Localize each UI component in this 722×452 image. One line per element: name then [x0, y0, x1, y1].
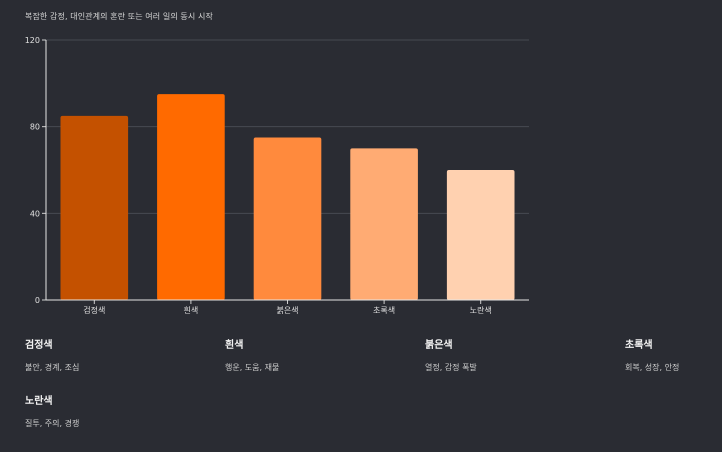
legend-color-name: 검정색 [25, 340, 53, 351]
bar-4 [350, 148, 418, 300]
legend-color-meaning: 열정, 감정 폭발 [425, 363, 477, 372]
x-tick-label: 흰색 [184, 305, 199, 315]
y-tick-label: 80 [30, 123, 40, 132]
legend-color-meaning: 회복, 성장, 안정 [625, 363, 680, 372]
x-tick-labels: 검정색 흰색 붉은색 초록색 노란색 [83, 305, 491, 315]
legend-color-meaning: 불안, 경계, 조심 [25, 363, 80, 372]
legend-color-name: 노란색 [25, 396, 53, 407]
bar-2 [157, 94, 225, 301]
y-tick-label: 120 [25, 36, 40, 45]
bar-1 [60, 115, 129, 300]
legend-color-name: 붉은색 [425, 340, 453, 351]
x-tick-label: 검정색 [83, 305, 105, 315]
bar-3 [253, 137, 322, 300]
y-tick-label: 40 [30, 209, 40, 218]
legend-color-name: 초록색 [625, 340, 653, 351]
axes [42, 39, 529, 304]
y-tick-label: 0 [35, 296, 40, 305]
legend-color-name: 흰색 [225, 340, 244, 351]
y-tick-labels: 0 40 80 120 [25, 36, 40, 305]
bars [60, 94, 515, 301]
x-tick-label: 붉은색 [276, 305, 298, 315]
legend-color-meaning: 질투, 주의, 경쟁 [25, 419, 80, 428]
bar-5 [446, 170, 515, 300]
x-tick-label: 노란색 [470, 305, 492, 315]
x-tick-label: 초록색 [373, 305, 395, 315]
bar-chart: 0 40 80 120 검정색 흰색 붉은색 초록색 노란색 [25, 36, 529, 315]
chart-title: 복잡한 감정, 대인관계의 혼란 또는 여러 일의 동시 시작 [25, 12, 213, 21]
legend-color-meaning: 행운, 도움, 재물 [225, 363, 280, 372]
